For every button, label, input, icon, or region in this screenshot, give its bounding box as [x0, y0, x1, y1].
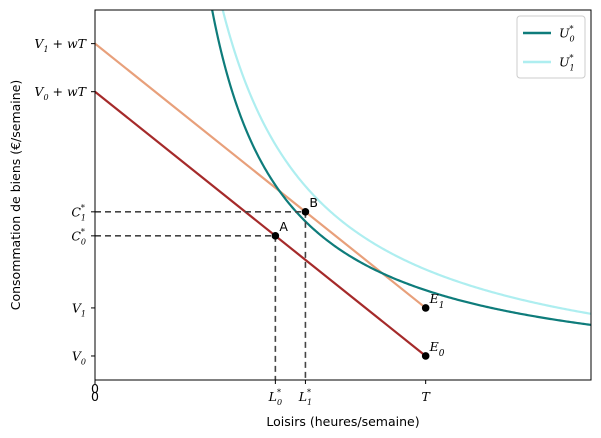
budget-0-line — [95, 90, 427, 357]
point-A — [271, 232, 280, 240]
y-tick-label-0: V1 + wT — [34, 36, 87, 54]
point-E1 — [421, 304, 430, 312]
point-label-B: B — [309, 195, 318, 210]
x-tick-label-2: L* 1 — [298, 388, 312, 407]
legend-label-0: U* 0 — [559, 25, 575, 44]
y-tick-label-5: V0 — [72, 348, 86, 366]
y-tick-label-3: C* 0 — [71, 227, 86, 246]
point-B — [301, 208, 310, 216]
indifference-curve-0 — [211, 10, 591, 326]
legend-label-1: U* 1 — [559, 54, 575, 73]
x-origin-label: 0 — [91, 381, 99, 396]
indifference-curve-1 — [221, 10, 591, 315]
x-tick-label-0: 0 — [91, 389, 99, 404]
point-E0 — [421, 352, 430, 360]
x-axis-label: Loisirs (heures/semaine) — [266, 414, 419, 429]
y-tick-label-2: C* 1 — [71, 203, 86, 222]
legend: U* 0 U* 1 — [516, 15, 586, 79]
y-tick-label-4: V1 — [72, 300, 86, 318]
x-tick-label-1: L* 0 — [268, 388, 282, 407]
y-tick-label-1: V0 + wT — [34, 84, 87, 102]
point-label-A: A — [279, 219, 288, 234]
point-label-E0: E0 — [429, 339, 445, 359]
x-tick-label-3: T — [421, 389, 431, 404]
legend-box — [516, 15, 586, 79]
point-label-E1: E1 — [429, 291, 445, 311]
plot-frame — [94, 9, 592, 381]
budget-1-line — [95, 42, 427, 309]
y-axis-label: Consommation de biens (€/semaine) — [8, 80, 23, 311]
